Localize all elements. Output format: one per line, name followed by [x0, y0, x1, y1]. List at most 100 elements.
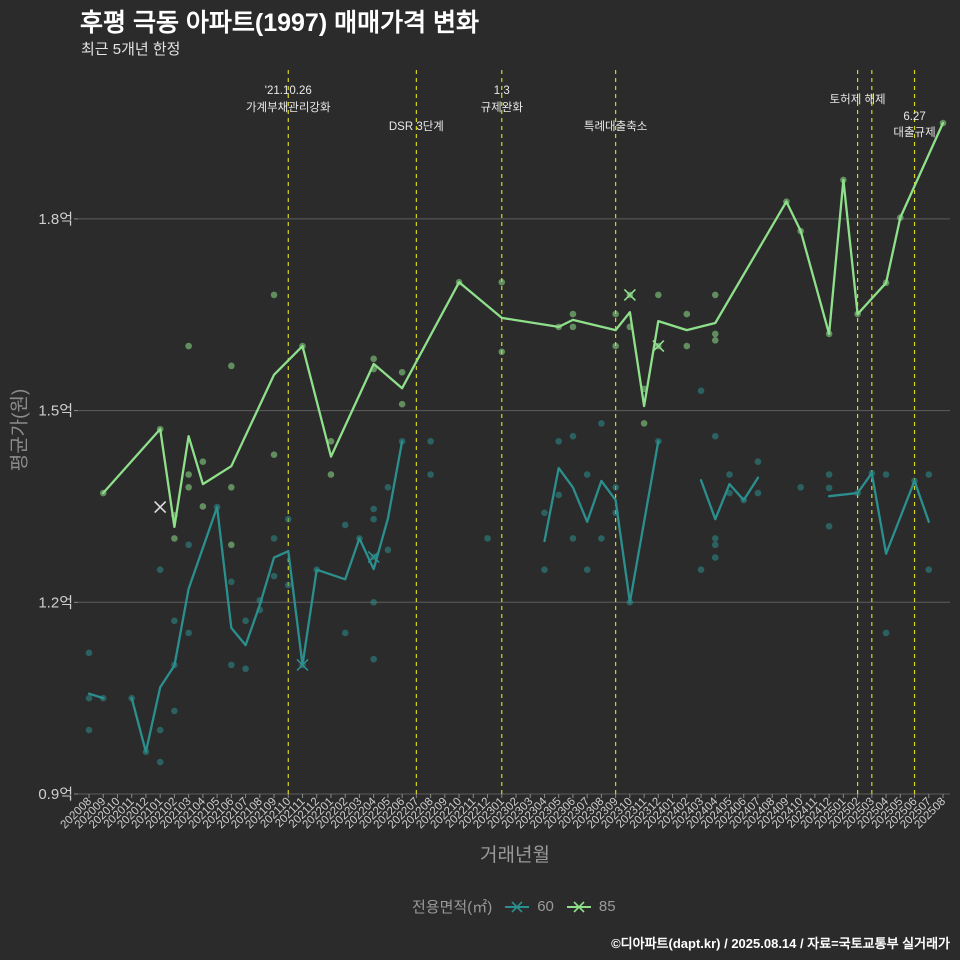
data-point-60 — [270, 572, 278, 580]
annotation-label: DSR 3단계 — [389, 120, 444, 133]
data-point-60 — [697, 387, 705, 395]
data-point-60 — [825, 471, 833, 478]
data-point-60 — [583, 566, 591, 574]
data-point-60 — [598, 535, 605, 542]
data-point-85 — [640, 420, 648, 427]
data-point-60 — [882, 629, 890, 637]
data-point-60 — [370, 505, 377, 513]
data-point-60 — [427, 471, 434, 478]
y-tick-label: 0.9억 — [38, 786, 73, 803]
data-point-60 — [85, 694, 93, 702]
data-point-85 — [228, 483, 235, 491]
x-mark-stroke — [367, 550, 380, 563]
series-line-60 — [699, 476, 760, 521]
data-point-60 — [754, 489, 762, 497]
data-point-60 — [370, 598, 377, 606]
x-mark-stroke — [296, 658, 309, 671]
data-point-85 — [199, 458, 207, 466]
data-point-60 — [754, 458, 762, 466]
data-point-85 — [327, 471, 335, 478]
data-point-60 — [925, 471, 933, 478]
y-tick-label: 1.5억 — [38, 403, 73, 420]
data-point-60 — [882, 471, 890, 478]
legend-label-60: 60 — [537, 898, 554, 915]
data-point-60 — [228, 661, 235, 669]
data-point-85 — [711, 330, 719, 338]
data-point-85 — [683, 342, 691, 350]
data-point-60 — [228, 578, 235, 586]
data-point-85 — [569, 310, 577, 318]
x-mark — [623, 288, 636, 301]
x-mark — [154, 501, 167, 514]
data-point-60 — [484, 535, 491, 542]
data-point-85 — [228, 362, 235, 370]
data-point-60 — [242, 665, 249, 673]
data-point-60 — [797, 483, 804, 491]
data-point-60 — [711, 554, 719, 561]
y-axis: 0.9억 1.2억 1.5억 1.8억 — [38, 211, 78, 803]
annotation-label: 특례대출축소 — [584, 120, 647, 133]
data-point-60 — [85, 649, 93, 657]
series-lines — [87, 121, 945, 753]
data-point-60 — [384, 483, 392, 491]
y-tick-label: 1.2억 — [38, 594, 73, 611]
legend-key-60 — [505, 900, 530, 913]
data-point-60 — [555, 437, 562, 445]
data-point-60 — [341, 629, 349, 637]
data-point-85 — [228, 541, 235, 549]
data-points — [85, 119, 947, 766]
annotation-lines — [287, 70, 916, 794]
data-point-60 — [156, 726, 164, 734]
data-point-85 — [270, 291, 278, 299]
x-markers — [154, 288, 665, 671]
series-line-60 — [827, 472, 930, 555]
data-point-85 — [398, 368, 406, 376]
data-point-60 — [384, 546, 392, 554]
annotation-label: 대출규제 — [893, 126, 935, 139]
data-point-60 — [598, 420, 605, 427]
legend-item-85: 85 — [566, 898, 616, 915]
y-tick-label: 1.8억 — [38, 211, 73, 228]
data-point-60 — [427, 437, 434, 445]
data-point-85 — [569, 323, 577, 331]
data-point-60 — [541, 566, 548, 574]
annotation-label: 가계부채관리강화 — [246, 101, 331, 114]
data-point-60 — [711, 541, 719, 549]
chart-caption: ©디아파트(dapt.kr) / 2025.08.14 / 자료=국토교통부 실… — [611, 936, 950, 951]
x-axis: 2020082020092020102020112020122021012021… — [59, 794, 948, 831]
data-point-60 — [726, 471, 733, 478]
data-point-60 — [185, 541, 192, 549]
data-point-60 — [583, 471, 591, 478]
data-point-60 — [711, 535, 719, 542]
gridlines — [78, 218, 950, 795]
legend-item-60: 60 — [504, 898, 554, 915]
data-point-60 — [541, 509, 548, 517]
data-point-60 — [242, 617, 249, 625]
data-point-60 — [555, 491, 562, 499]
data-point-85 — [683, 310, 691, 318]
data-point-60 — [825, 522, 833, 530]
data-point-85 — [612, 310, 619, 318]
x-mark-stroke — [652, 339, 665, 353]
data-point-60 — [370, 655, 377, 663]
data-point-60 — [156, 758, 164, 766]
data-point-60 — [569, 535, 577, 542]
data-point-60 — [825, 484, 833, 492]
data-point-60 — [612, 483, 619, 491]
legend-key-85 — [566, 900, 591, 913]
x-mark — [367, 550, 380, 563]
data-point-60 — [185, 629, 192, 637]
data-point-85 — [398, 400, 406, 408]
data-point-60 — [85, 726, 93, 734]
legend-key-x-stroke — [573, 900, 585, 913]
chart-title: 후평 극동 아파트(1997) 매매가격 변화 — [80, 9, 480, 37]
legend-key-x-stroke — [511, 900, 523, 913]
data-point-60 — [171, 707, 178, 715]
data-point-60 — [370, 515, 377, 523]
data-point-85 — [655, 291, 662, 299]
data-point-60 — [569, 432, 577, 440]
data-point-85 — [171, 535, 178, 542]
data-point-60 — [156, 566, 164, 574]
legend-title: 전용면적(㎡) — [412, 899, 493, 916]
